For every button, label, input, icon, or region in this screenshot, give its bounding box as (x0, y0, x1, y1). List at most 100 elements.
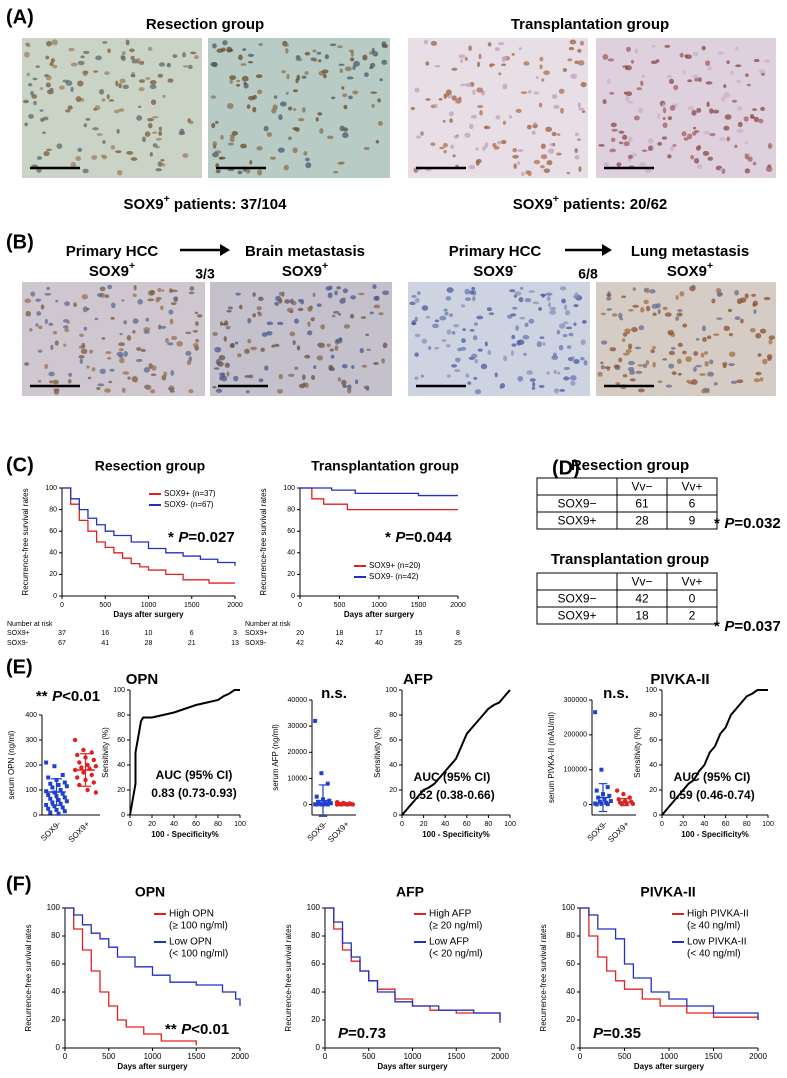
data-point (597, 799, 602, 804)
nucleus (266, 330, 273, 336)
y-tick-label: 0 (653, 812, 657, 819)
y-tick-label: 20 (311, 1015, 320, 1024)
nucleus (570, 381, 576, 386)
data-point (614, 788, 620, 793)
nucleus (274, 343, 280, 347)
nucleus (49, 380, 54, 384)
data-point (93, 790, 99, 795)
x-tick-label: 0 (578, 1052, 583, 1061)
nucleus (361, 364, 368, 368)
survival-curve (300, 487, 458, 511)
nucleus (510, 350, 514, 356)
legend-label: SOX9- (n=42) (369, 572, 419, 581)
data-point (77, 760, 82, 765)
nucleus (108, 99, 115, 102)
nucleus (744, 153, 749, 160)
nucleus (701, 325, 706, 332)
nucleus (517, 161, 521, 165)
y-axis-label: Sensitivity (%) (633, 727, 642, 778)
nucleus (250, 346, 257, 351)
risk-count: 25 (454, 640, 462, 647)
nucleus (35, 323, 39, 327)
y-tick-label: 80 (649, 712, 657, 719)
nucleus (722, 361, 728, 367)
nucleus (446, 89, 452, 95)
nucleus (143, 367, 151, 373)
nucleus (450, 144, 455, 150)
x-tick-label: 0 (400, 821, 404, 828)
nucleus (44, 363, 49, 369)
nucleus (736, 79, 742, 84)
nucleus (226, 309, 232, 313)
nucleus (607, 58, 615, 62)
nucleus (464, 132, 471, 138)
stage-name: Primary HCC (66, 243, 159, 260)
nucleus (635, 370, 643, 374)
legend-label: SOX9+ (n=20) (369, 561, 421, 570)
nucleus (24, 362, 30, 366)
nucleus (51, 39, 58, 46)
nucleus (213, 367, 220, 370)
nucleus (151, 131, 158, 134)
chart-title: PIVKA-II (640, 884, 695, 900)
nucleus (295, 55, 301, 60)
legend-label: High AFP (429, 909, 472, 920)
nucleus (378, 312, 384, 316)
data-point (593, 710, 598, 715)
nucleus (510, 313, 517, 317)
nucleus (195, 338, 199, 343)
arrow-head (220, 244, 230, 256)
data-point (54, 808, 59, 812)
risk-count: 42 (336, 640, 344, 647)
nucleus (145, 384, 152, 391)
nucleus (679, 52, 684, 58)
y-tick-label: 100 (283, 485, 295, 492)
nucleus (229, 136, 235, 143)
group-caption-part: SOX9 (513, 196, 553, 213)
nucleus (178, 131, 186, 136)
nucleus (39, 87, 44, 91)
nucleus (462, 328, 466, 332)
nucleus (517, 375, 524, 382)
nucleus (224, 320, 229, 326)
nucleus (747, 156, 753, 162)
nucleus (727, 308, 733, 313)
nucleus (123, 351, 128, 357)
nucleus (131, 59, 139, 64)
nucleus (337, 377, 342, 382)
nucleus (577, 60, 585, 66)
x-tick-label: SOX9- (586, 819, 610, 843)
y-tick-label: 100 (113, 687, 125, 694)
stage-marker-part: + (707, 260, 713, 272)
nucleus (416, 135, 421, 139)
nucleus (664, 312, 672, 317)
nucleus (540, 154, 548, 160)
group-caption-part: + (553, 193, 559, 205)
nucleus (717, 51, 724, 55)
y-tick-label: 20 (649, 787, 657, 794)
stage-marker: SOX9+ (667, 260, 713, 280)
nucleus (227, 168, 235, 172)
x-tick-label: 1000 (141, 602, 157, 609)
risk-row-name: SOX9- (245, 640, 267, 647)
nucleus (669, 105, 676, 111)
nucleus (765, 166, 773, 172)
nucleus (629, 378, 636, 382)
nucleus (92, 108, 98, 111)
nucleus (736, 379, 744, 384)
data-point (621, 791, 626, 797)
table-text: SOX9+ (557, 514, 596, 528)
nucleus (556, 329, 561, 335)
nucleus (604, 366, 611, 370)
nucleus (560, 107, 564, 114)
legend-note: (< 100 ng/ml) (169, 949, 228, 960)
x-tick-label: 80 (214, 821, 222, 828)
nucleus (624, 328, 631, 333)
nucleus (512, 154, 519, 159)
nucleus (642, 363, 648, 369)
nucleus (99, 88, 105, 95)
nucleus (524, 322, 529, 328)
nucleus (662, 103, 666, 108)
nucleus (476, 61, 481, 68)
nucleus (334, 345, 339, 351)
